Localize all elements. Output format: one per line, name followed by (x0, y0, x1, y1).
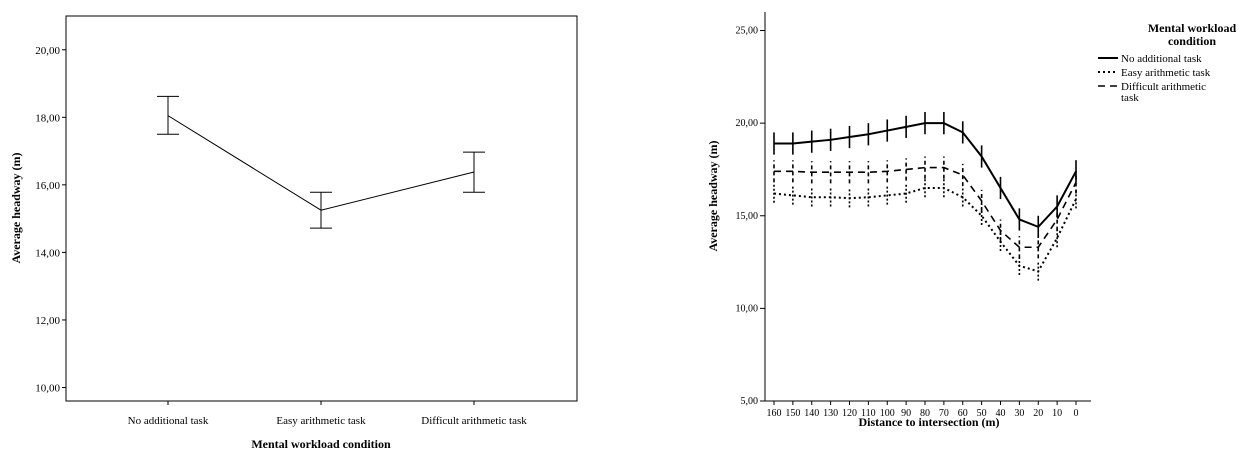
y-tick-label: 25,00 (736, 26, 759, 37)
x-axis-right: 160 150 140 130 120 110 100 90 80 70 60 50 40 30 20 10 0 (767, 401, 1079, 419)
x-tick-label: 20 (1033, 408, 1043, 419)
chart-left: 10,00 12,00 14,00 16,00 18,00 20,00 No additi… (9, 15, 578, 451)
x-axis-title-right: Distance to intersection (m) (859, 415, 1000, 429)
x-tick-label: 10 (1052, 408, 1062, 419)
y-tick-label: 20,00 (736, 118, 759, 129)
legend: Mental workload condition No additional … (1098, 21, 1236, 104)
x-tick-label: 50 (977, 408, 987, 419)
legend-label: No additional task (1121, 53, 1202, 65)
x-tick-label: 0 (1074, 408, 1079, 419)
x-tick-label: 140 (804, 408, 819, 419)
y-tick-label: 10,00 (35, 382, 60, 394)
x-tick-label: Difficult arithmetic task (421, 415, 527, 427)
x-tick-label: 40 (996, 408, 1006, 419)
x-axis-title-left: Mental workload condition (251, 437, 391, 451)
x-tick-label: 160 (767, 408, 782, 419)
chart-right: 5,00 10,00 15,00 20,00 25,00 160 150 140 130 120… (706, 12, 1236, 429)
x-tick-label: 60 (958, 408, 968, 419)
y-tick-label: 18,00 (35, 112, 60, 124)
x-axis-left: No additional task Easy arithmetic task Di… (128, 401, 527, 427)
legend-title-line2: condition (1168, 34, 1216, 48)
plot-area-right (773, 112, 1077, 281)
y-axis-title-left: Average headway (m) (9, 152, 23, 263)
x-tick-label: 150 (785, 408, 800, 419)
x-tick-label: 110 (861, 408, 876, 419)
plot-area-left (157, 95, 485, 229)
series-line-dashed (774, 166, 1077, 249)
y-axis-title-right: Average headway (m) (706, 140, 720, 251)
x-tick-label: 80 (920, 408, 930, 419)
x-tick-label: 70 (939, 408, 949, 419)
y-axis-left: 10,00 12,00 14,00 16,00 18,00 20,00 (35, 45, 66, 394)
x-tick-label: 100 (880, 408, 895, 419)
x-tick-label: Easy arithmetic task (276, 415, 366, 427)
x-tick-label: No additional task (128, 415, 209, 427)
y-axis-right: 5,00 10,00 15,00 20,00 25,00 (736, 26, 765, 407)
x-tick-label: 90 (901, 408, 911, 419)
series-line-dotted (773, 186, 1077, 273)
x-tick-label: 120 (842, 408, 857, 419)
y-tick-label: 16,00 (35, 180, 60, 192)
x-tick-label: 130 (823, 408, 838, 419)
x-tick-label: 30 (1014, 408, 1024, 419)
y-tick-label: 20,00 (35, 45, 60, 57)
legend-label: Easy arithmetic task (1121, 67, 1211, 79)
legend-title-line1: Mental workload (1148, 21, 1237, 35)
y-tick-label: 10,00 (736, 303, 759, 314)
y-tick-label: 12,00 (35, 315, 60, 327)
legend-label-cont: task (1121, 92, 1139, 104)
legend-label: Difficult arithmetic (1121, 81, 1206, 93)
y-tick-label: 5,00 (741, 396, 759, 407)
y-tick-label: 14,00 (35, 247, 60, 259)
y-tick-label: 15,00 (736, 211, 759, 222)
